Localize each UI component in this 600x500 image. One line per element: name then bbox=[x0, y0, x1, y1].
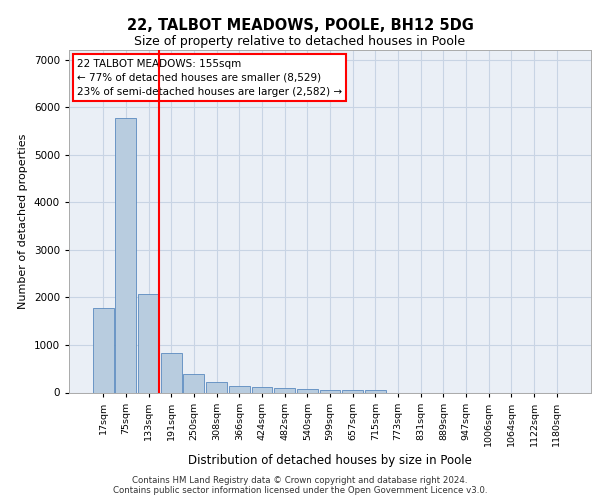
Bar bbox=[274, 388, 295, 392]
Bar bbox=[229, 386, 250, 392]
Bar bbox=[206, 382, 227, 392]
Text: Contains HM Land Registry data © Crown copyright and database right 2024.
Contai: Contains HM Land Registry data © Crown c… bbox=[113, 476, 487, 495]
Bar bbox=[365, 390, 386, 392]
Text: 22, TALBOT MEADOWS, POOLE, BH12 5DG: 22, TALBOT MEADOWS, POOLE, BH12 5DG bbox=[127, 18, 473, 32]
Bar bbox=[93, 308, 113, 392]
Bar bbox=[138, 294, 159, 392]
Text: Size of property relative to detached houses in Poole: Size of property relative to detached ho… bbox=[134, 35, 466, 48]
Bar bbox=[320, 390, 340, 392]
Bar bbox=[342, 390, 363, 392]
Bar bbox=[184, 374, 205, 392]
X-axis label: Distribution of detached houses by size in Poole: Distribution of detached houses by size … bbox=[188, 454, 472, 467]
Y-axis label: Number of detached properties: Number of detached properties bbox=[18, 134, 28, 309]
Text: 22 TALBOT MEADOWS: 155sqm
← 77% of detached houses are smaller (8,529)
23% of se: 22 TALBOT MEADOWS: 155sqm ← 77% of detac… bbox=[77, 58, 342, 96]
Bar bbox=[297, 390, 318, 392]
Bar bbox=[115, 118, 136, 392]
Bar bbox=[251, 388, 272, 392]
Bar bbox=[161, 353, 182, 393]
